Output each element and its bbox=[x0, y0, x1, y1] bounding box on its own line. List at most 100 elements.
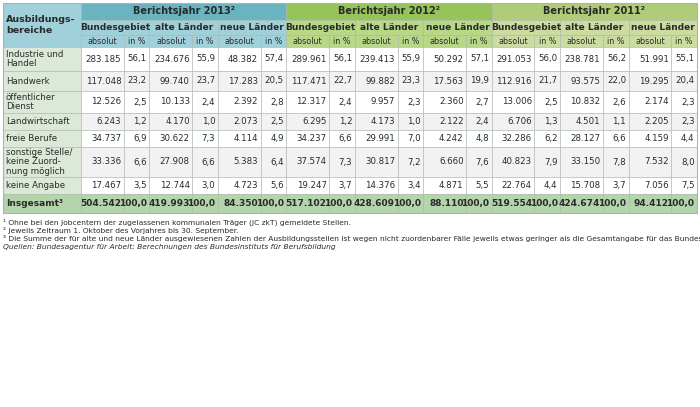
Text: 4.159: 4.159 bbox=[644, 134, 668, 143]
Bar bbox=[534, 47, 560, 71]
Bar bbox=[603, 47, 629, 71]
Bar bbox=[260, 35, 286, 47]
Bar bbox=[671, 147, 697, 177]
Text: neue Länder: neue Länder bbox=[220, 23, 284, 32]
Bar bbox=[81, 71, 124, 91]
Bar bbox=[491, 194, 534, 213]
Bar bbox=[124, 194, 149, 213]
Text: 2,4: 2,4 bbox=[202, 98, 216, 107]
Bar bbox=[398, 177, 424, 194]
Text: keine Angabe: keine Angabe bbox=[6, 181, 65, 190]
Bar bbox=[286, 130, 329, 147]
Text: 30.817: 30.817 bbox=[365, 158, 395, 166]
Bar bbox=[560, 47, 603, 71]
Bar bbox=[329, 35, 355, 47]
Bar bbox=[629, 113, 671, 130]
Bar bbox=[3, 3, 81, 47]
Text: absolut: absolut bbox=[293, 37, 323, 46]
Bar bbox=[124, 113, 149, 130]
Text: 6,6: 6,6 bbox=[339, 134, 352, 143]
Text: 100,0: 100,0 bbox=[666, 199, 694, 208]
Text: 517.102: 517.102 bbox=[286, 199, 327, 208]
Text: 23,7: 23,7 bbox=[196, 77, 216, 85]
Bar bbox=[81, 177, 124, 194]
Bar bbox=[329, 147, 355, 177]
Text: 13.006: 13.006 bbox=[502, 98, 532, 107]
Bar bbox=[398, 47, 424, 71]
Text: 23,3: 23,3 bbox=[402, 77, 421, 85]
Text: 424.674: 424.674 bbox=[559, 199, 601, 208]
Bar bbox=[3, 113, 81, 130]
Text: 12.526: 12.526 bbox=[91, 98, 121, 107]
Text: 15.708: 15.708 bbox=[570, 181, 601, 190]
Text: 1,2: 1,2 bbox=[133, 117, 147, 126]
Bar bbox=[286, 91, 329, 113]
Bar bbox=[603, 35, 629, 47]
Text: 2,4: 2,4 bbox=[339, 98, 352, 107]
Bar bbox=[603, 177, 629, 194]
Bar bbox=[398, 147, 424, 177]
Text: 3,7: 3,7 bbox=[612, 181, 626, 190]
Text: 2,4: 2,4 bbox=[475, 117, 489, 126]
Bar bbox=[81, 20, 149, 35]
Bar bbox=[149, 177, 192, 194]
Bar bbox=[671, 177, 697, 194]
Bar bbox=[560, 91, 603, 113]
Text: 14.376: 14.376 bbox=[365, 181, 395, 190]
Bar bbox=[81, 130, 124, 147]
Bar bbox=[329, 71, 355, 91]
Text: in %: in % bbox=[196, 37, 214, 46]
Text: 17.283: 17.283 bbox=[228, 77, 258, 85]
Bar bbox=[329, 194, 355, 213]
Text: 56,2: 56,2 bbox=[607, 55, 626, 63]
Bar bbox=[260, 177, 286, 194]
Bar bbox=[193, 35, 218, 47]
Text: 55,9: 55,9 bbox=[402, 55, 421, 63]
Text: 419.993: 419.993 bbox=[148, 199, 190, 208]
Text: 6.660: 6.660 bbox=[439, 158, 463, 166]
Text: 4.170: 4.170 bbox=[165, 117, 190, 126]
Bar bbox=[286, 71, 329, 91]
Text: 30.622: 30.622 bbox=[160, 134, 190, 143]
Bar bbox=[260, 147, 286, 177]
Text: sonstige Stelle/: sonstige Stelle/ bbox=[6, 149, 72, 158]
Text: 4.501: 4.501 bbox=[576, 117, 601, 126]
Bar bbox=[329, 113, 355, 130]
Text: absolut: absolut bbox=[567, 37, 596, 46]
Text: 7,3: 7,3 bbox=[202, 134, 216, 143]
Bar bbox=[671, 47, 697, 71]
Text: 291.053: 291.053 bbox=[496, 55, 532, 63]
Bar bbox=[560, 20, 629, 35]
Text: 1,3: 1,3 bbox=[544, 117, 558, 126]
Text: 234.676: 234.676 bbox=[154, 55, 190, 63]
Text: 4.242: 4.242 bbox=[439, 134, 463, 143]
Bar bbox=[329, 91, 355, 113]
Text: alte Länder: alte Länder bbox=[565, 23, 624, 32]
Text: 117.471: 117.471 bbox=[291, 77, 327, 85]
Bar bbox=[629, 35, 671, 47]
Bar bbox=[424, 71, 466, 91]
Bar bbox=[466, 147, 491, 177]
Text: 29.991: 29.991 bbox=[365, 134, 395, 143]
Bar bbox=[671, 130, 697, 147]
Text: 2,7: 2,7 bbox=[475, 98, 489, 107]
Bar bbox=[286, 35, 329, 47]
Text: keine Zuord-: keine Zuord- bbox=[6, 158, 61, 166]
Bar bbox=[286, 3, 491, 20]
Bar bbox=[534, 194, 560, 213]
Text: 4,4: 4,4 bbox=[544, 181, 558, 190]
Text: 2.174: 2.174 bbox=[644, 98, 668, 107]
Text: 17.563: 17.563 bbox=[433, 77, 463, 85]
Bar bbox=[424, 113, 466, 130]
Bar bbox=[491, 20, 560, 35]
Bar bbox=[260, 113, 286, 130]
Text: 20,5: 20,5 bbox=[265, 77, 284, 85]
Bar bbox=[671, 35, 697, 47]
Text: 57,1: 57,1 bbox=[470, 55, 489, 63]
Text: 37.574: 37.574 bbox=[297, 158, 327, 166]
Bar bbox=[124, 147, 149, 177]
Text: 28.127: 28.127 bbox=[570, 134, 601, 143]
Bar bbox=[355, 147, 398, 177]
Bar bbox=[603, 113, 629, 130]
Bar bbox=[355, 194, 398, 213]
